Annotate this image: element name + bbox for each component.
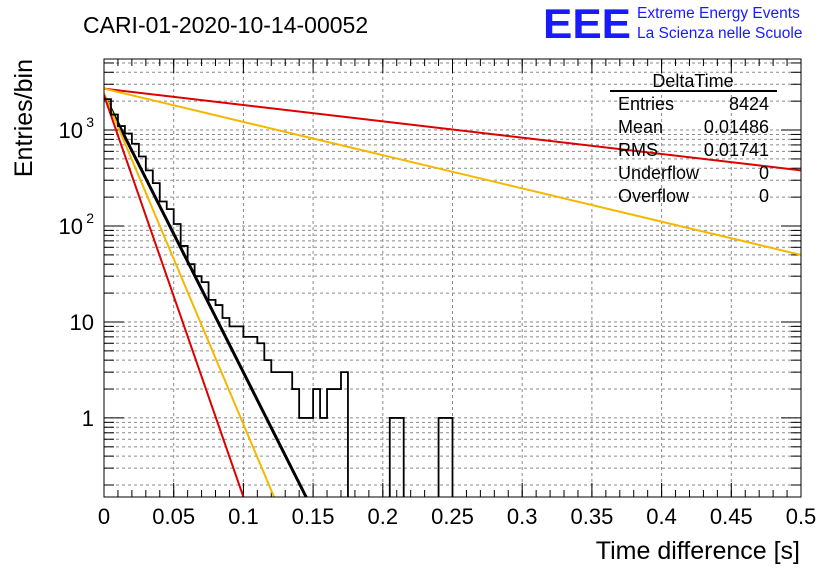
eee-logo: EEE Extreme Energy Events La Scienza nel… xyxy=(543,0,802,47)
x-tick-label: 0.05 xyxy=(152,504,195,529)
stats-value-rms: 0.01741 xyxy=(704,140,769,160)
x-axis-label: Time difference [s] xyxy=(596,537,800,565)
stats-label-mean: Mean xyxy=(618,117,663,137)
x-tick-label: 0.2 xyxy=(368,504,399,529)
stats-box: DeltaTime Entries 8424 Mean 0.01486 RMS … xyxy=(610,71,777,206)
x-tick-label: 0.45 xyxy=(710,504,753,529)
stats-value-mean: 0.01486 xyxy=(704,117,769,137)
stats-label-rms: RMS xyxy=(618,140,658,160)
fit-line-4 xyxy=(104,87,801,256)
stats-label-overflow: Overflow xyxy=(618,186,690,206)
x-tick-label: 0.4 xyxy=(646,504,677,529)
y-tick-exponent: 3 xyxy=(86,114,94,130)
histogram-series xyxy=(104,98,454,497)
x-tick-label: 0.5 xyxy=(786,504,817,529)
logo-line-1: Extreme Energy Events xyxy=(637,5,800,22)
x-tick-label: 0.15 xyxy=(292,504,335,529)
fit-line-0 xyxy=(104,93,308,497)
stats-label-entries: Entries xyxy=(618,94,674,114)
plot-frame xyxy=(103,58,802,498)
stats-row-mean: Mean 0.01486 xyxy=(618,117,769,137)
fit-line-2 xyxy=(104,94,245,497)
x-tick-label: 0.1 xyxy=(228,504,259,529)
x-tick-label: 0.35 xyxy=(570,504,613,529)
stats-row-underflow: Underflow 0 xyxy=(618,163,769,183)
y-tick-label: 10 xyxy=(59,214,83,239)
stats-label-underflow: Underflow xyxy=(618,163,700,183)
x-tick-label: 0.25 xyxy=(431,504,474,529)
stats-row-overflow: Overflow 0 xyxy=(618,186,769,206)
stats-row-entries: Entries 8424 xyxy=(618,94,769,114)
fit-line-1 xyxy=(104,92,276,497)
x-tick-label: 0 xyxy=(98,504,110,529)
tick-labels: 0 0.05 0.1 0.15 0.2 0.25 0.3 0.35 0.4 0.45 0.5 1 10 1… xyxy=(59,114,817,529)
y-tick-label: 1 xyxy=(82,406,94,431)
chart-title: CARI-01-2020-10-14-00052 xyxy=(83,12,368,38)
stats-value-entries: 8424 xyxy=(729,94,769,114)
y-tick-exponent: 2 xyxy=(86,210,94,226)
plot-area xyxy=(104,87,801,497)
y-tick-label: 10 xyxy=(70,310,94,335)
stats-title: DeltaTime xyxy=(652,71,733,91)
logo-line-2: La Scienza nelle Scuole xyxy=(637,25,802,42)
y-axis-label: Entries/bin xyxy=(10,59,38,177)
fit-line-3 xyxy=(104,87,801,172)
y-tick-label: 10 xyxy=(59,118,83,143)
stats-value-underflow: 0 xyxy=(759,163,769,183)
stats-value-overflow: 0 xyxy=(759,186,769,206)
stats-row-rms: RMS 0.01741 xyxy=(618,140,769,160)
x-tick-label: 0.3 xyxy=(507,504,538,529)
logo-text: EEE xyxy=(543,0,631,47)
axis-ticks xyxy=(103,59,802,497)
